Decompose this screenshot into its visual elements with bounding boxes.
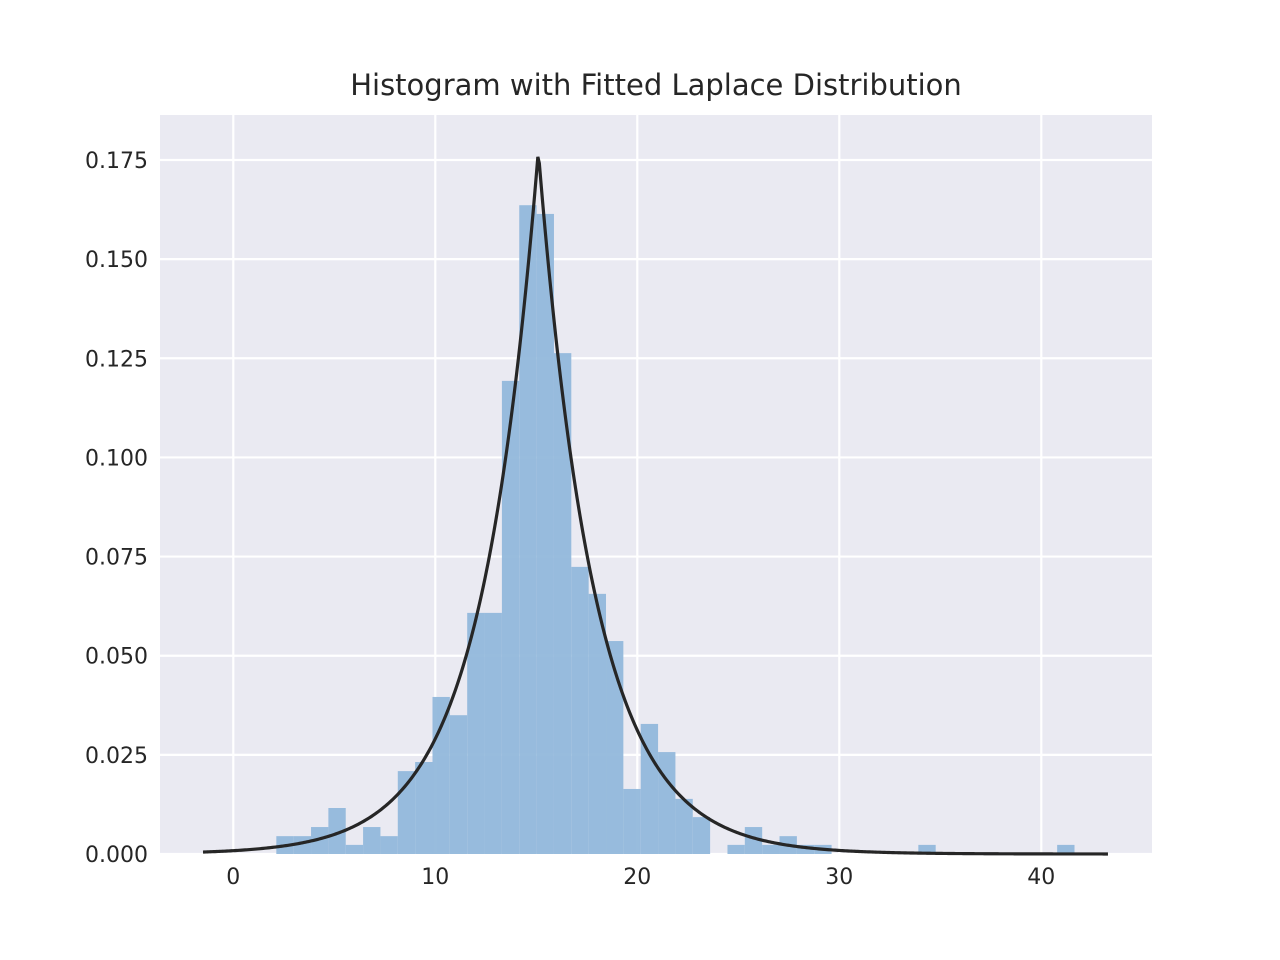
histogram-bar bbox=[692, 817, 711, 854]
histogram-bar bbox=[501, 380, 520, 854]
histogram-bar bbox=[762, 844, 780, 854]
histogram-bar bbox=[571, 566, 589, 854]
histogram-bar bbox=[640, 723, 659, 854]
histogram-bar bbox=[467, 612, 485, 854]
y-axis-ticks: 0.000 0.025 0.050 0.075 0.100 0.125 0.150 0.175 bbox=[85, 149, 148, 868]
histogram-bar bbox=[623, 788, 641, 854]
histogram-bar bbox=[519, 205, 537, 855]
x-tick-label: 10 bbox=[421, 865, 449, 890]
histogram-bar bbox=[553, 353, 572, 854]
histogram-bar bbox=[536, 213, 554, 854]
histogram-bar bbox=[432, 696, 450, 854]
histogram-bar bbox=[796, 844, 815, 854]
histogram-bar bbox=[727, 844, 745, 854]
histogram-bar bbox=[606, 641, 624, 854]
y-tick-label: 0.000 bbox=[85, 843, 148, 868]
y-tick-label: 0.125 bbox=[85, 347, 148, 372]
histogram-bar bbox=[449, 715, 468, 854]
x-tick-label: 0 bbox=[226, 865, 240, 890]
y-tick-label: 0.075 bbox=[85, 546, 148, 571]
x-tick-label: 30 bbox=[825, 865, 853, 890]
y-tick-label: 0.025 bbox=[85, 744, 148, 769]
histogram-bar bbox=[380, 836, 398, 854]
laplace-fit-line bbox=[202, 156, 1108, 856]
y-tick-label: 0.100 bbox=[85, 446, 148, 471]
histogram-bar bbox=[311, 827, 329, 854]
histogram-bar bbox=[658, 752, 676, 854]
histogram-bars bbox=[276, 205, 1075, 855]
histogram-bar bbox=[1057, 844, 1075, 854]
x-tick-label: 20 bbox=[623, 865, 651, 890]
histogram-bar bbox=[363, 827, 381, 854]
histogram-bar bbox=[328, 807, 346, 854]
chart-title: Histogram with Fitted Laplace Distributi… bbox=[350, 68, 962, 102]
histogram-bar bbox=[484, 612, 502, 854]
x-axis-ticks: 0 10 20 30 40 bbox=[226, 865, 1055, 890]
histogram-bar bbox=[588, 593, 607, 854]
histogram-bar bbox=[345, 844, 364, 854]
histogram-bar bbox=[918, 844, 936, 854]
x-tick-label: 40 bbox=[1027, 865, 1055, 890]
y-tick-label: 0.150 bbox=[85, 248, 148, 273]
histogram-bar bbox=[744, 827, 763, 854]
histogram-bar bbox=[675, 798, 693, 854]
y-tick-label: 0.050 bbox=[85, 645, 148, 670]
histogram-bar bbox=[415, 761, 433, 854]
y-tick-label: 0.175 bbox=[85, 149, 148, 174]
